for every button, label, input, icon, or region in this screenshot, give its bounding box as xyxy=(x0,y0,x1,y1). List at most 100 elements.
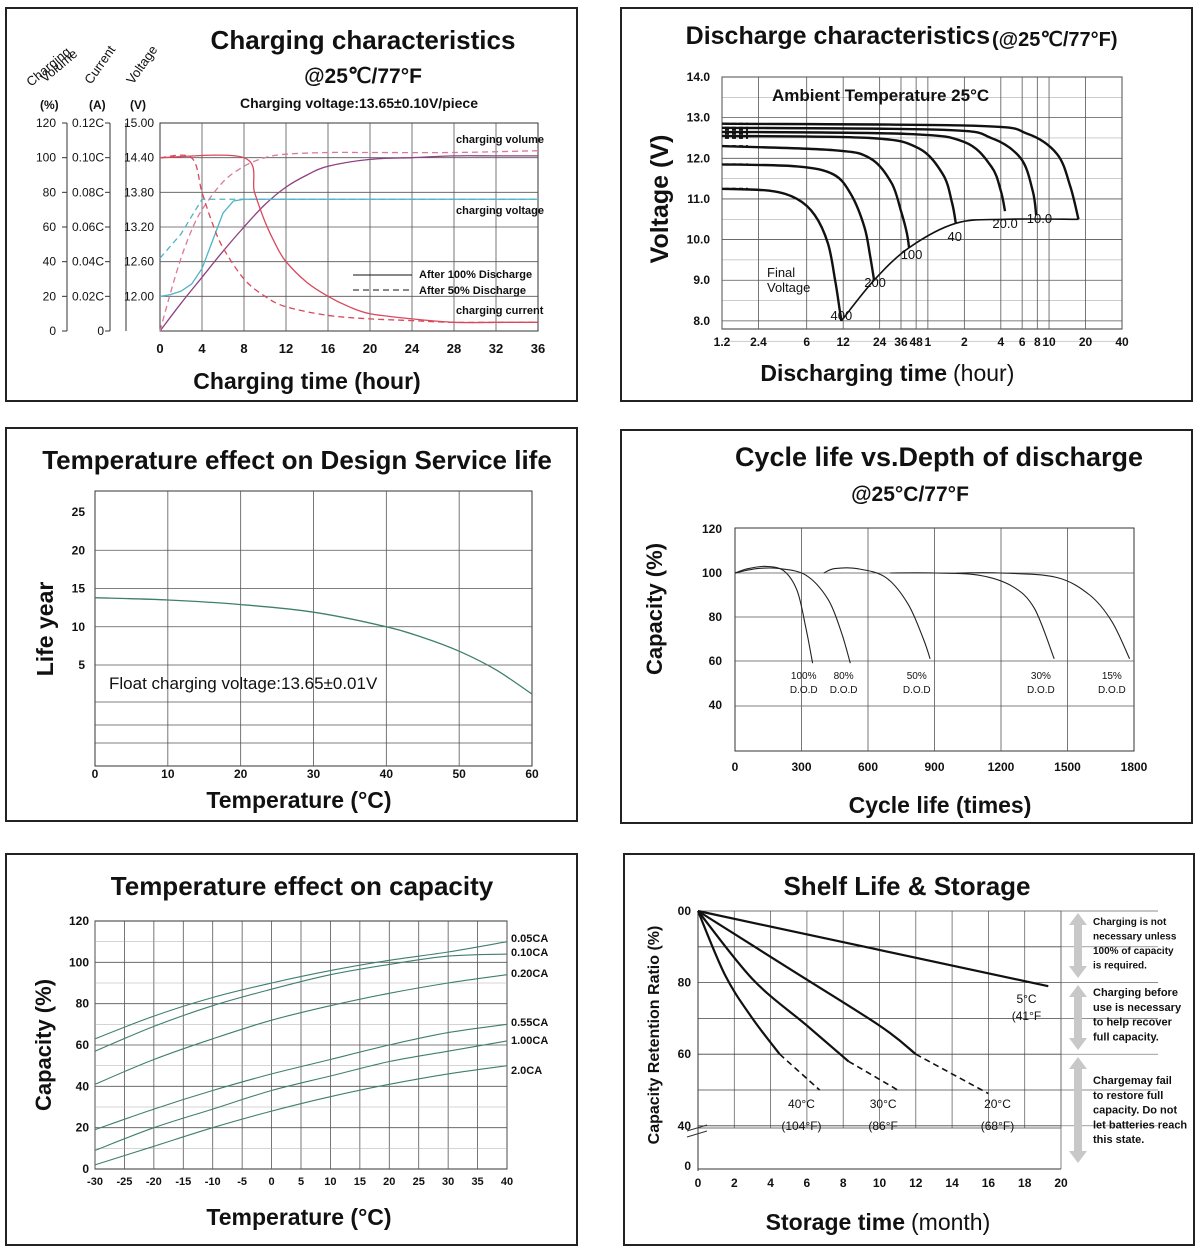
discharge-curve-3 xyxy=(721,134,957,224)
x-tick-label: 36 xyxy=(894,335,908,349)
rate-label-4: 20.0 xyxy=(992,216,1017,231)
y-axis-label-current: Current xyxy=(81,42,118,86)
y-tick-label: 60 xyxy=(76,1038,90,1052)
x-tick-label: 40 xyxy=(380,767,394,781)
x-tick-label: 28 xyxy=(447,341,461,356)
charging-chart: Charging characteristics @25℃/77°F Chargin… xyxy=(23,25,545,394)
y-axis-title: Capacity (%) xyxy=(642,543,667,675)
capacity-temp-chart-panel: Temperature effect on capacity -30 -25 -20 -… xyxy=(5,853,578,1246)
x-tick-label: 0 xyxy=(269,1176,275,1188)
x-tick-label: 0 xyxy=(695,1176,702,1190)
x-tick-label: 12 xyxy=(836,335,850,349)
final-voltage-curve xyxy=(840,218,1079,322)
y-tick-label: 40 xyxy=(709,698,723,712)
rate-label-3: 40 xyxy=(948,229,962,244)
x-tick-label: 6 xyxy=(1019,335,1026,349)
y-tick-label: 120 xyxy=(702,522,722,536)
tick-label: 14.40 xyxy=(124,151,154,165)
dod-curve-4 xyxy=(956,572,1131,660)
y-tick-label: 0 xyxy=(82,1162,89,1176)
chart-title: Cycle life vs.Depth of discharge xyxy=(735,442,1143,472)
series-line-3 xyxy=(159,198,538,259)
y-axis-unit-current: (A) xyxy=(89,98,106,112)
charging-chart-panel: Charging characteristics @25℃/77°F Chargin… xyxy=(5,7,578,402)
shelf-curve-dashed-2 xyxy=(915,1053,989,1095)
x-tick-label: 10 xyxy=(873,1176,887,1190)
chart-subtitle: (@25℃/77°F) xyxy=(992,29,1118,51)
dod-percent-3: 30% xyxy=(1031,671,1051,682)
dod-text-1: D.O.D xyxy=(830,685,858,696)
y-tick-label: 80 xyxy=(678,976,692,990)
arrow-head-down xyxy=(1069,966,1087,978)
y-axis-label-voltage: Voltage xyxy=(123,43,160,87)
tick-label: 0 xyxy=(49,324,56,338)
y-tick-label: 40 xyxy=(76,1079,90,1093)
service-life-chart-panel: Temperature effect on Design Service lif… xyxy=(5,427,578,822)
x-tick-label: 0 xyxy=(732,760,739,774)
x-tick-label: 18 xyxy=(1018,1176,1032,1190)
charging-voltage-note: Charging voltage:13.65±0.10V/piece xyxy=(240,95,478,111)
tick-label: 60 xyxy=(43,220,57,234)
x-tick-label: 16 xyxy=(982,1176,996,1190)
series-label-0: 0.05CA xyxy=(511,933,548,945)
y-axis-title: Voltage (V) xyxy=(646,135,674,264)
series-line-5 xyxy=(159,154,539,324)
x-tick-label: 1200 xyxy=(988,760,1015,774)
y-tick-label: 120 xyxy=(69,914,89,928)
y-tick-label: 5 xyxy=(78,658,85,672)
shelf-curve-0 xyxy=(697,909,1049,988)
y-axis-title: Capacity (%) xyxy=(31,979,56,1111)
x-tick-label: 30 xyxy=(307,767,321,781)
x-axis-title: Storage time xyxy=(766,1209,905,1235)
x-tick-label: 1800 xyxy=(1121,760,1148,774)
tick-label: 13.20 xyxy=(124,220,154,234)
note-text-2: capacity. Do not xyxy=(1093,1105,1177,1117)
dod-text-2: D.O.D xyxy=(903,685,931,696)
tick-label: 80 xyxy=(43,185,57,199)
shelf-curve-3 xyxy=(696,910,781,1055)
x-tick-label: 300 xyxy=(791,760,811,774)
note-text-2: Chargemay fail xyxy=(1093,1075,1172,1087)
y-tick-label: 20 xyxy=(72,543,86,557)
arrow-shaft xyxy=(1074,924,1082,967)
chart-title: Shelf Life & Storage xyxy=(783,871,1030,901)
tick-label: 0.08C xyxy=(72,185,104,199)
x-tick-label: 16 xyxy=(321,341,335,356)
x-tick-label: 10 xyxy=(324,1176,336,1188)
x-tick-label: 4 xyxy=(997,335,1004,349)
x-tick-label: 600 xyxy=(858,760,878,774)
tick-label: 13.80 xyxy=(124,185,154,199)
capacity-curve-0 xyxy=(94,941,508,1040)
x-tick-label: 10 xyxy=(161,767,175,781)
note-text-1: use is necessary xyxy=(1093,1002,1182,1014)
x-axis-unit: (month) xyxy=(911,1209,990,1235)
x-tick-label: 12 xyxy=(279,341,293,356)
series-label-5: 2.0CA xyxy=(511,1065,542,1077)
temp-sub-label-0: (41°F xyxy=(1012,1009,1041,1023)
x-tick-label: -15 xyxy=(175,1176,191,1188)
series-line-2 xyxy=(159,198,538,297)
arrow-head-up xyxy=(1069,1057,1087,1069)
shelf-curve-2 xyxy=(697,910,917,1056)
tick-label: 20 xyxy=(43,289,57,303)
x-tick-label: 2 xyxy=(731,1176,738,1190)
note-text-2: let batteries reach xyxy=(1093,1119,1187,1131)
capacity-curve-3 xyxy=(94,1023,508,1131)
y-axis-unit-voltage: (V) xyxy=(130,98,146,112)
x-tick-label: 0 xyxy=(92,767,99,781)
y-tick-label: 8.0 xyxy=(693,314,710,328)
chart-title: Temperature effect on capacity xyxy=(111,871,494,901)
ambient-temperature-label: Ambient Temperature 25°C xyxy=(772,86,989,105)
y-tick-label: 20 xyxy=(76,1121,90,1135)
y-axis-title: Capacity Retention Ratio (%) xyxy=(646,926,663,1145)
temp-sub-label-3: (104°F) xyxy=(781,1119,821,1133)
dod-text-4: D.O.D xyxy=(1098,685,1126,696)
series-label-voltage: charging voltage xyxy=(456,205,544,217)
y-tick-label: 14.0 xyxy=(687,70,711,84)
dod-percent-4: 15% xyxy=(1102,671,1122,682)
x-tick-label: 32 xyxy=(489,341,503,356)
series-label-1: 0.10CA xyxy=(511,947,548,959)
y-tick-label: 10 xyxy=(72,620,86,634)
x-tick-label: 20 xyxy=(1054,1176,1068,1190)
x-axis-title: Temperature (°C) xyxy=(206,1204,391,1230)
